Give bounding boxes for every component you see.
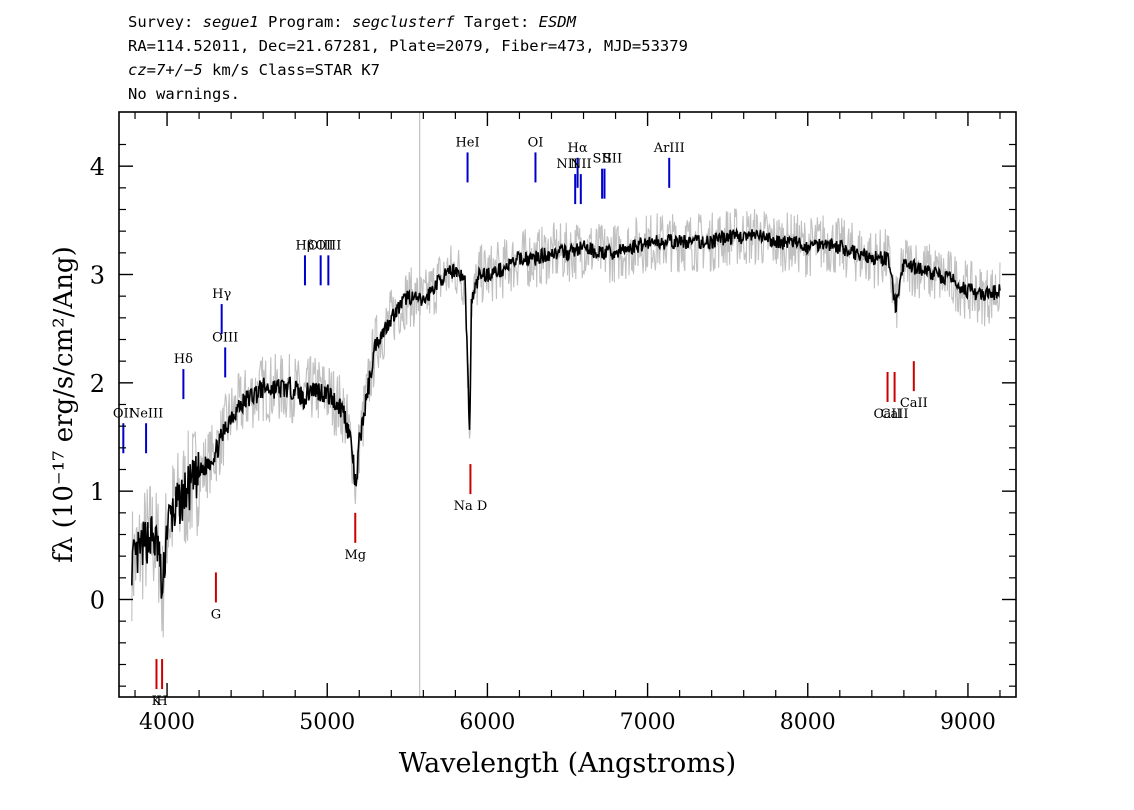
- emission-line-label: NII: [570, 157, 592, 172]
- absorption-line-label: G: [211, 607, 221, 622]
- x-tick-label: 5000: [299, 710, 355, 735]
- emission-line-label: ArIII: [653, 141, 685, 156]
- survey-name: segue1: [202, 13, 259, 31]
- spectrum-layer: [131, 227, 1001, 599]
- header-line-3: cz=7+/−5 km/s Class=STAR K7: [128, 58, 1028, 82]
- survey-prefix: Survey:: [128, 13, 203, 31]
- error-band: [131, 208, 1001, 638]
- header-line-4: No warnings.: [128, 85, 240, 103]
- class-text: km/s Class=STAR K7: [202, 61, 380, 79]
- y-axis-label: fλ (10⁻¹⁷ erg/s/cm²/Ang): [49, 246, 79, 562]
- absorption-line-label: CaII: [881, 407, 909, 422]
- y-tick-label: 0: [90, 587, 105, 615]
- y-tick-label: 4: [90, 153, 105, 181]
- emission-line-label: SII: [593, 152, 612, 167]
- emission-line-label: Hδ: [174, 352, 193, 367]
- absorption-line-label: K: [152, 694, 162, 709]
- redshift-value: cz=7+/−5: [128, 61, 203, 79]
- emission-line-label: NII: [556, 157, 578, 172]
- emission-line-label: OIII: [212, 330, 238, 345]
- emission-line-label: OI: [528, 135, 544, 150]
- header-line-2: RA=114.52011, Dec=21.67281, Plate=2079, …: [128, 37, 688, 55]
- x-axis-label: Wavelength (Angstroms): [399, 748, 736, 779]
- emission-line-label: SII: [603, 152, 622, 167]
- program-name: segclusterf: [351, 13, 455, 31]
- emission-line-label: OIII: [308, 238, 334, 253]
- emission-line-label: OII: [113, 406, 134, 421]
- absorption-line-label: CaII: [874, 407, 902, 422]
- emission-line-label: Hα: [568, 141, 588, 156]
- emission-line-label: Hγ: [212, 287, 231, 302]
- emission-line-label: HeI: [455, 135, 479, 150]
- y-tick-label: 1: [90, 478, 105, 506]
- emission-line-label: Hβ: [296, 238, 315, 253]
- absorption-line-label: CaII: [900, 396, 928, 411]
- absorption-line-label: H: [156, 694, 167, 709]
- program-prefix: Program:: [258, 13, 352, 31]
- x-tick-label: 9000: [940, 710, 996, 735]
- y-tick-label: 2: [90, 370, 105, 398]
- x-tick-label: 8000: [780, 710, 836, 735]
- error-band-layer: [131, 112, 1001, 697]
- x-tick-label: 4000: [139, 710, 195, 735]
- target-name: ESDM: [538, 13, 576, 31]
- x-tick-label: 6000: [459, 710, 515, 735]
- emission-line-label: NeIII: [129, 406, 163, 421]
- header-line-1: Survey: segue1 Program: segclusterf Targ…: [128, 10, 1028, 34]
- absorption-line-label: Na D: [454, 499, 488, 514]
- spectrum-header: Survey: segue1 Program: segclusterf Targ…: [128, 10, 1028, 106]
- spectrum-line: [131, 227, 1001, 599]
- y-tick-label: 3: [90, 262, 105, 290]
- absorption-line-label: Mg: [344, 548, 366, 563]
- emission-line-label: OIII: [315, 238, 341, 253]
- x-tick-label: 7000: [620, 710, 676, 735]
- axis-ticks-layer: 4000 5000 6000 7000 8000 9000 0 1 2 3 4: [90, 112, 1016, 735]
- target-prefix: Target:: [454, 13, 539, 31]
